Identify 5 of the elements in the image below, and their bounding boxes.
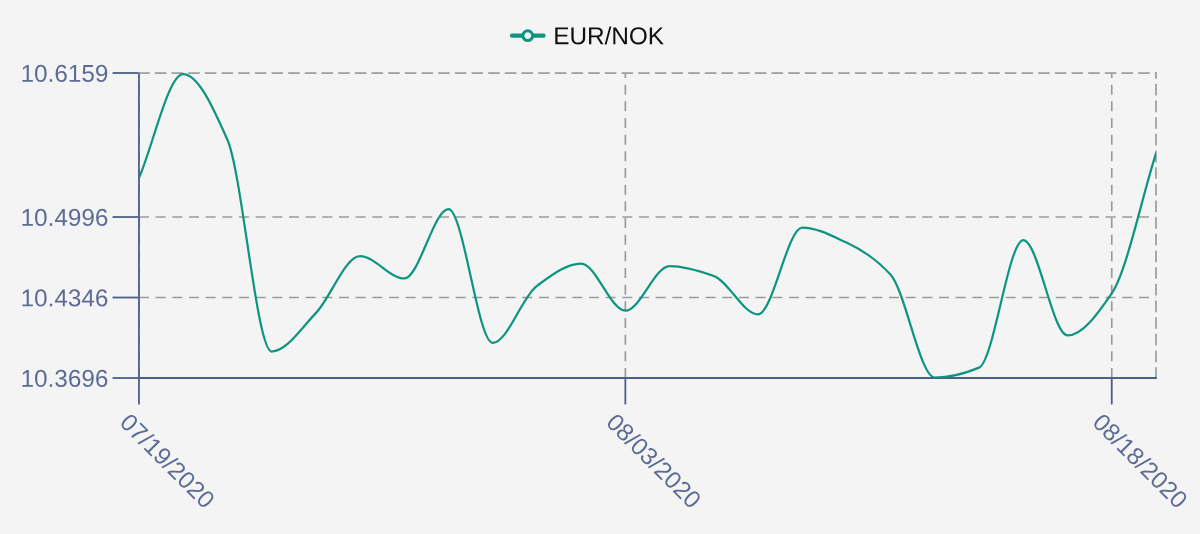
y-tick-label: 10.4996 <box>22 208 108 227</box>
y-tick-label: 10.4346 <box>22 289 108 307</box>
y-tick-label: 10.3696 <box>22 369 108 388</box>
y-tick-label: 10.6159 <box>22 64 108 83</box>
legend-label: EUR/NOK <box>555 26 664 45</box>
